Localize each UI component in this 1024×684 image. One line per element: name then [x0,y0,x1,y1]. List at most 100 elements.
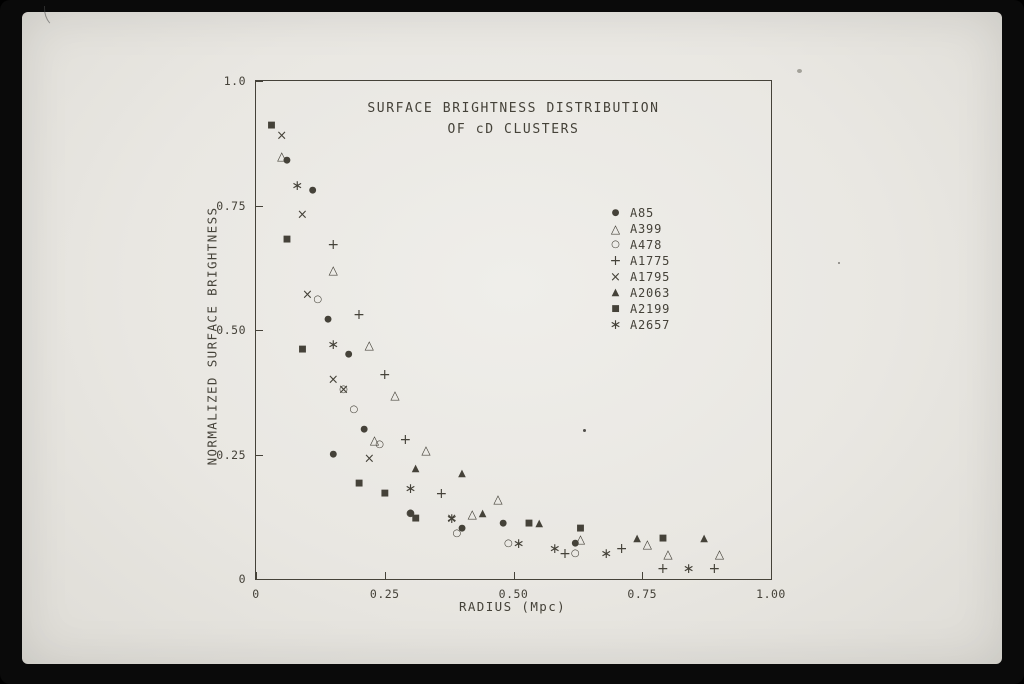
scatter-point: ∗ [404,481,417,498]
x-tick-mark [256,572,257,579]
scatter-point: △ [390,387,400,402]
scatter-point: ▲ [535,518,544,530]
scatter-points-layer: ● ● ● ● ● ● ● ● ● ● △ △ △ △ △ △ △ △ △ △ △ △ ○ ○ ○ ○ ○ ○ ○ ○ + + + + + + + + + ×… [256,81,771,579]
scatter-point: ■ [576,523,585,534]
scatter-point: × [327,372,339,388]
scatter-point: ● [571,538,580,549]
scatter-point: + [559,546,571,563]
scatter-point: △ [369,432,380,447]
scatter-point: × [296,207,308,223]
legend-label: A478 [630,238,663,252]
scatter-point: ∗ [327,336,340,353]
scatter-point: ∗ [548,541,561,558]
x-tick-label: 1.00 [756,587,786,601]
scatter-point: ▲ [411,463,420,475]
legend-entry: ○ A478 [608,238,670,252]
scatter-point: × [363,451,375,467]
scatter-point: △ [714,547,725,562]
scatter-point: ■ [380,488,390,499]
scatter-point: × [446,511,458,527]
y-tick-label: 0.75 [216,198,246,213]
x-tick-label: 0.75 [627,587,658,601]
scatter-point: ○ [313,294,323,306]
scatter-point: + [435,486,448,503]
chart-title: SURFACE BRIGHTNESS DISTRIBUTION OF cD CL… [256,99,771,141]
filled-triangle-icon: ▲ [611,287,620,298]
scatter-point: + [353,307,365,324]
dust-speck [797,69,802,73]
legend-entry: × A1795 [608,270,670,284]
scatter-point: ■ [524,518,534,529]
scatter-point: + [656,561,669,578]
plus-icon: + [609,253,622,269]
y-tick-mark [256,330,263,331]
legend-label: A2657 [630,318,671,332]
scatter-point: △ [277,148,287,163]
scatter-point: ∗ [512,536,525,553]
scatter-point: ▲ [458,468,466,480]
dust-speck [583,429,586,432]
legend-label: A1775 [630,254,671,268]
scatter-point: ○ [349,403,359,415]
scatter-point: ▲ [633,533,641,545]
open-triangle-icon: △ [610,222,621,236]
legend-entry: ▲ A2063 [608,286,670,300]
scatter-point: ● [329,449,338,459]
x-tick-mark [384,572,386,579]
x-tick-mark [513,572,515,579]
scatter-point: ▲ [478,508,487,520]
dust-speck [838,262,840,264]
y-tick-mark [256,454,263,456]
y-tick-label: 1.0 [223,74,246,88]
scatter-point: ∗ [445,511,458,528]
legend-label: A2063 [630,286,671,300]
scatter-point: ∗ [600,546,613,563]
scatter-point: ● [344,349,353,360]
scatter-point: ■ [298,344,307,355]
legend-entry: ■ A2199 [608,302,670,316]
scatter-point: + [378,366,391,383]
scatter-point: ∗ [682,561,695,578]
scatter-point: ■ [282,234,292,245]
y-tick-label: 0.50 [216,323,246,337]
filled-square-icon: ■ [611,303,620,314]
scatter-point: △ [364,337,374,352]
scatter-point: ● [499,518,508,529]
legend-entry: △ A399 [608,222,670,236]
scatter-point: △ [663,547,673,562]
legend-label: A1795 [630,270,671,284]
scatter-point: ■ [267,120,276,131]
y-tick-label: 0.25 [216,447,246,462]
scatter-point: × [276,128,288,144]
scatter-point: ■ [354,478,364,489]
legend-entry: + A1775 [608,254,670,268]
scatter-point: △ [642,537,653,552]
scatter-point: + [327,237,340,254]
scatter-point: + [708,561,721,578]
scatter-point: ○ [339,383,348,395]
filled-circle-icon: ● [611,207,620,218]
y-tick-mark [256,205,263,207]
scatter-point: ● [324,314,333,325]
plot-frame: SURFACE BRIGHTNESS DISTRIBUTION OF cD CL… [255,80,772,580]
y-tick-mark [256,579,263,580]
legend-label: A85 [630,206,655,220]
chart-title-line2: OF cD CLUSTERS [447,121,580,137]
asterisk-icon: ∗ [609,317,622,333]
x-tick-mark [642,572,644,579]
scatter-point: ○ [503,538,513,550]
x-axis-label: RADIUS (Mpc) [458,599,567,614]
y-tick-mark [256,81,263,82]
y-tick-label: 0 [238,572,246,586]
x-tick-label: 0.25 [369,587,400,601]
legend-label: A399 [630,222,663,236]
scatter-point: ○ [406,508,415,520]
scatter-point: ● [406,508,415,519]
chart-title-line1: SURFACE BRIGHTNESS DISTRIBUTION [367,101,660,116]
x-tick-label: 0 [252,587,260,601]
scatter-point: ○ [570,548,580,560]
scatter-point: ● [458,523,466,534]
scatter-point: △ [467,507,477,522]
scatter-point: △ [328,263,338,278]
